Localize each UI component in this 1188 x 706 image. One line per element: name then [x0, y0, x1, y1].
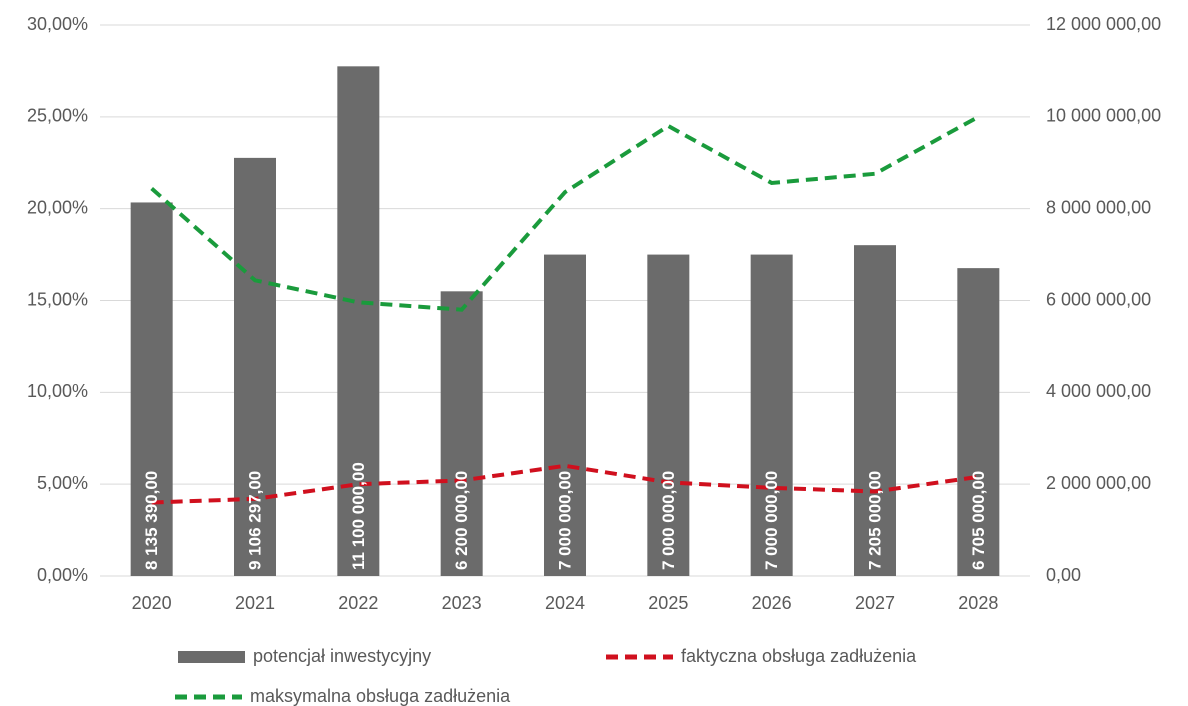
- data-label: 11 100 000,00: [349, 462, 368, 570]
- x-tick-label: 2025: [648, 593, 688, 613]
- y2-tick-label: 8 000 000,00: [1046, 197, 1151, 217]
- legend-label: faktyczna obsługa zadłużenia: [681, 646, 917, 666]
- y-tick-label: 15,00%: [27, 289, 88, 309]
- data-label: 6 705 000,00: [969, 471, 988, 570]
- data-label: 9 106 297,00: [245, 471, 264, 570]
- bar: [647, 254, 690, 577]
- bar: [440, 291, 483, 576]
- x-tick-label: 2024: [545, 593, 585, 613]
- y2-tick-label: 12 000 000,00: [1046, 14, 1161, 34]
- y2-tick-label: 6 000 000,00: [1046, 289, 1151, 309]
- bar: [234, 157, 276, 576]
- bar: [750, 254, 793, 577]
- bar: [544, 254, 586, 577]
- x-tick-label: 2028: [958, 593, 998, 613]
- data-label: 6 200 000,00: [452, 471, 471, 570]
- legend-swatch: [178, 651, 245, 663]
- data-label: 7 000 000,00: [659, 471, 678, 570]
- line: [151, 463, 979, 505]
- y2-tick-label: 4 000 000,00: [1046, 381, 1151, 401]
- y-tick-label: 25,00%: [27, 106, 88, 126]
- x-tick-label: 2027: [855, 593, 895, 613]
- y-tick-label: 0,00%: [37, 565, 88, 585]
- bar: [337, 66, 380, 576]
- y2-tick-label: 10 000 000,00: [1046, 106, 1161, 126]
- data-label: 7 000 000,00: [555, 471, 574, 570]
- data-label: 7 205 000,00: [865, 471, 884, 570]
- legend-label: potencjał inwestycyjny: [253, 646, 431, 666]
- y-tick-label: 10,00%: [27, 381, 88, 401]
- bar: [130, 202, 173, 576]
- y2-tick-label: 2 000 000,00: [1046, 473, 1151, 493]
- data-label: 8 135 390,00: [142, 471, 161, 570]
- legend-label: maksymalna obsługa zadłużenia: [250, 686, 511, 706]
- x-tick-label: 2020: [132, 593, 172, 613]
- y-tick-label: 30,00%: [27, 14, 88, 34]
- y2-tick-label: 0,00: [1046, 565, 1081, 585]
- x-tick-label: 2022: [338, 593, 378, 613]
- data-label: 7 000 000,00: [762, 471, 781, 570]
- line: [150, 115, 980, 312]
- y-tick-label: 5,00%: [37, 473, 88, 493]
- x-tick-label: 2023: [442, 593, 482, 613]
- bar: [854, 245, 896, 576]
- y-tick-label: 20,00%: [27, 197, 88, 217]
- x-tick-label: 2026: [752, 593, 792, 613]
- bar: [957, 268, 1000, 576]
- x-tick-label: 2021: [235, 593, 275, 613]
